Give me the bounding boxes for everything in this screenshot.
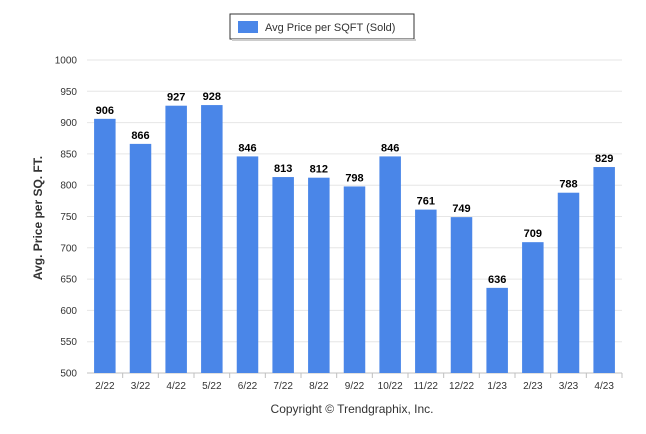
y-tick-label: 650 [60,275,77,286]
bar [593,167,615,373]
bar [379,156,401,373]
bar [308,177,330,373]
y-tick-label: 850 [60,149,77,160]
x-tick-label: 5/22 [202,381,222,392]
x-tick-label: 2/22 [95,381,115,392]
y-tick-label: 600 [60,306,77,317]
bar [343,186,366,373]
x-tick-label: 3/23 [559,381,579,392]
bar-value-label: 927 [167,92,185,104]
bar [272,177,294,373]
bar-value-label: 846 [238,142,256,154]
bar [557,192,580,373]
legend-shadow [232,39,416,41]
x-tick-label: 12/22 [449,381,474,392]
y-tick-label: 750 [60,212,77,223]
x-tick-label: 1/23 [487,381,507,392]
bar [450,217,473,373]
bar-data-labels: 906 866 927 928 846 813 812 798 846 761 749 636 709 7… [96,91,614,286]
bar [486,287,508,373]
bar [236,156,259,373]
y-tick-label: 500 [60,369,77,380]
bar-value-label: 906 [96,105,114,117]
legend: Avg Price per SQFT (Sold) [229,13,416,41]
y-tick-label: 1000 [55,56,78,67]
bar [522,242,544,373]
bar-value-label: 813 [274,163,292,175]
bar-value-label: 636 [488,274,506,286]
bar [129,143,152,373]
x-tick-label: 6/22 [238,381,258,392]
legend-box [229,13,415,40]
x-axis-ticks: 2/22 3/22 4/22 5/22 6/22 7/22 8/22 9/22 10/22 11/… [95,373,623,392]
y-tick-label: 900 [60,118,77,129]
y-axis-label: Avg. Price per SQ. FT. [31,156,45,280]
y-axis-ticks: 500 550 600 650 700 750 800 850 900 950 1000 [55,56,78,380]
y-tick-label: 700 [60,243,77,254]
bar-value-label: 866 [131,130,149,142]
bar-value-label: 812 [310,164,328,176]
bar [415,209,437,373]
bar [165,105,187,373]
x-tick-label: 9/22 [345,381,365,392]
x-tick-label: 8/22 [309,381,329,392]
copyright-text: Copyright © Trendgraphix, Inc. [271,402,434,416]
x-tick-label: 11/22 [414,381,439,392]
legend-swatch [238,21,258,33]
bar-value-label: 928 [203,91,221,103]
bar-value-label: 761 [417,196,435,208]
x-tick-label: 7/22 [273,381,293,392]
bar-value-label: 846 [381,142,399,154]
bar-value-label: 829 [595,153,613,165]
x-tick-label: 4/23 [594,381,614,392]
x-tick-label: 4/22 [166,381,186,392]
y-tick-label: 950 [60,87,77,98]
bar-value-label: 749 [452,203,470,215]
bar [94,118,116,374]
bar [201,105,223,374]
y-tick-label: 800 [60,181,77,192]
bars [94,105,615,374]
bar-value-label: 709 [524,228,542,240]
x-tick-label: 2/23 [523,381,543,392]
bar-value-label: 798 [345,172,363,184]
y-tick-label: 550 [60,337,77,348]
bar-value-label: 788 [559,179,577,191]
x-tick-label: 3/22 [131,381,151,392]
legend-label: Avg Price per SQFT (Sold) [265,22,395,34]
x-tick-label: 10/22 [378,381,403,392]
